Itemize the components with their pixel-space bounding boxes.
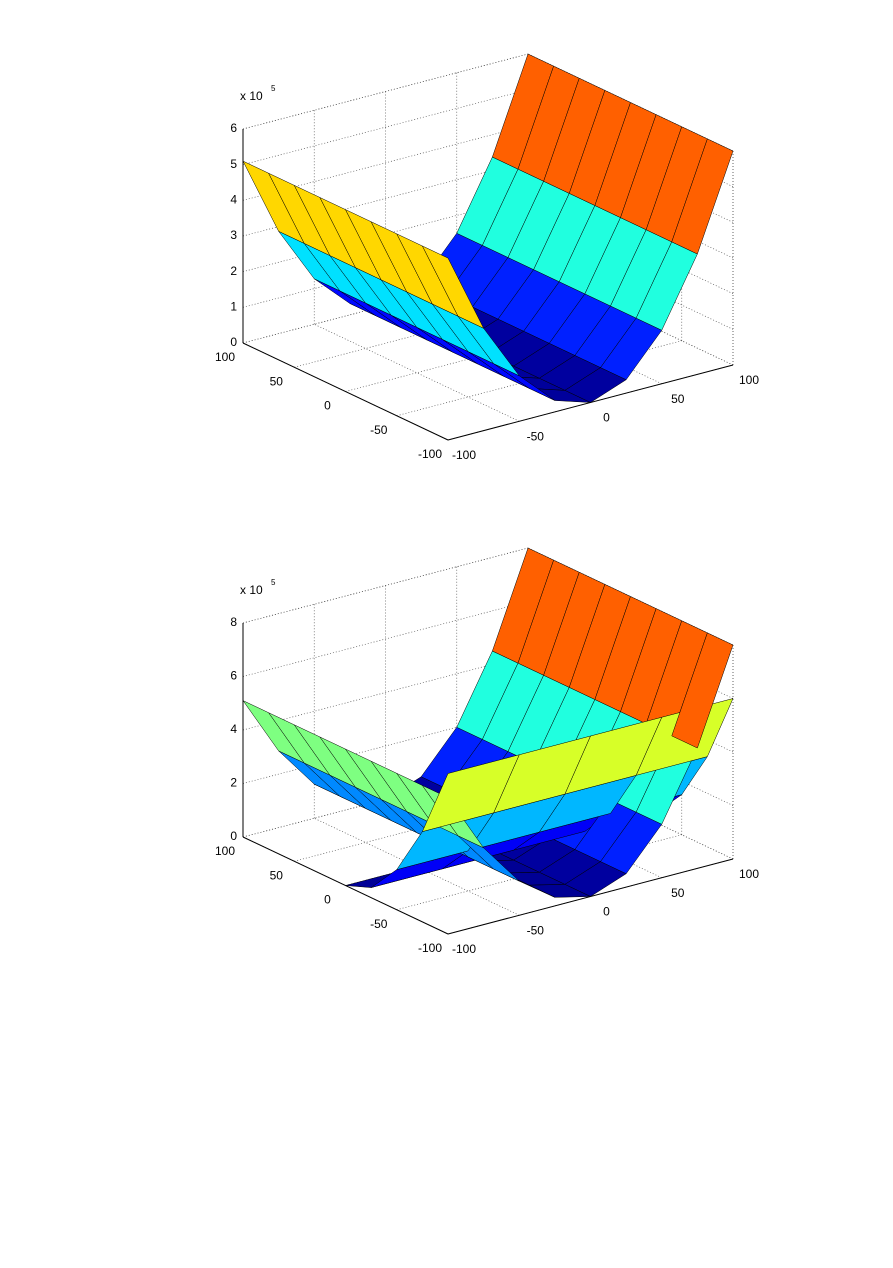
grid-line	[242, 124, 529, 201]
surface-face	[421, 245, 485, 329]
y-tick-label: 50	[270, 374, 284, 388]
x-tick-label: 100	[739, 867, 759, 881]
x-tick-label: 50	[671, 392, 685, 406]
x-axis	[447, 364, 734, 441]
x-tick-label: 0	[603, 905, 610, 919]
x-tick-label: 100	[739, 373, 759, 387]
grid-line	[242, 89, 529, 166]
z-tick-label: 6	[230, 669, 237, 683]
box-edge	[242, 547, 529, 624]
z-tick-label: 4	[230, 193, 237, 207]
z-tick-label: 8	[230, 615, 237, 629]
y-tick-label: 50	[270, 868, 284, 882]
surface-face	[671, 632, 734, 749]
z-tick-label: 2	[230, 264, 237, 278]
y-tick-label: 0	[324, 893, 331, 907]
x-tick-label: -50	[527, 923, 545, 937]
y-tick-label: 0	[324, 399, 331, 413]
surface-face	[421, 754, 520, 832]
x-tick-label: -100	[452, 942, 476, 956]
y-tick-label: -100	[418, 447, 442, 461]
z-tick-label: 3	[230, 228, 237, 242]
y-tick-label: 100	[215, 350, 235, 364]
y-tick-label: -50	[370, 423, 388, 437]
y-axis	[242, 836, 449, 935]
box-edge	[242, 53, 529, 130]
z-tick-label: 1	[230, 300, 237, 314]
z-scale-base: x 10	[240, 583, 263, 597]
z-tick-label: 6	[230, 121, 237, 135]
grid-line	[242, 160, 529, 237]
z-scale-exponent: 5	[271, 578, 276, 587]
x-tick-label: 50	[671, 886, 685, 900]
z-scale-base: x 10	[240, 89, 263, 103]
x-tick-label: 0	[603, 411, 610, 425]
z-tick-label: 5	[230, 157, 237, 171]
y-tick-label: -50	[370, 917, 388, 931]
x-tick-label: -50	[527, 429, 545, 443]
z-tick-label: 0	[230, 829, 237, 843]
grid-line	[242, 601, 529, 677]
x-axis	[447, 858, 734, 935]
z-scale-exponent: 5	[271, 84, 276, 93]
grid-line	[242, 708, 529, 784]
z-tick-label: 0	[230, 335, 237, 349]
surface-face	[671, 138, 734, 255]
y-axis	[242, 342, 449, 441]
grid-line	[242, 654, 529, 731]
z-tick-label: 4	[230, 722, 237, 736]
y-tick-label: -100	[418, 941, 442, 955]
x-tick-label: -100	[452, 448, 476, 462]
z-tick-label: 2	[230, 776, 237, 790]
y-tick-label: 100	[215, 844, 235, 858]
